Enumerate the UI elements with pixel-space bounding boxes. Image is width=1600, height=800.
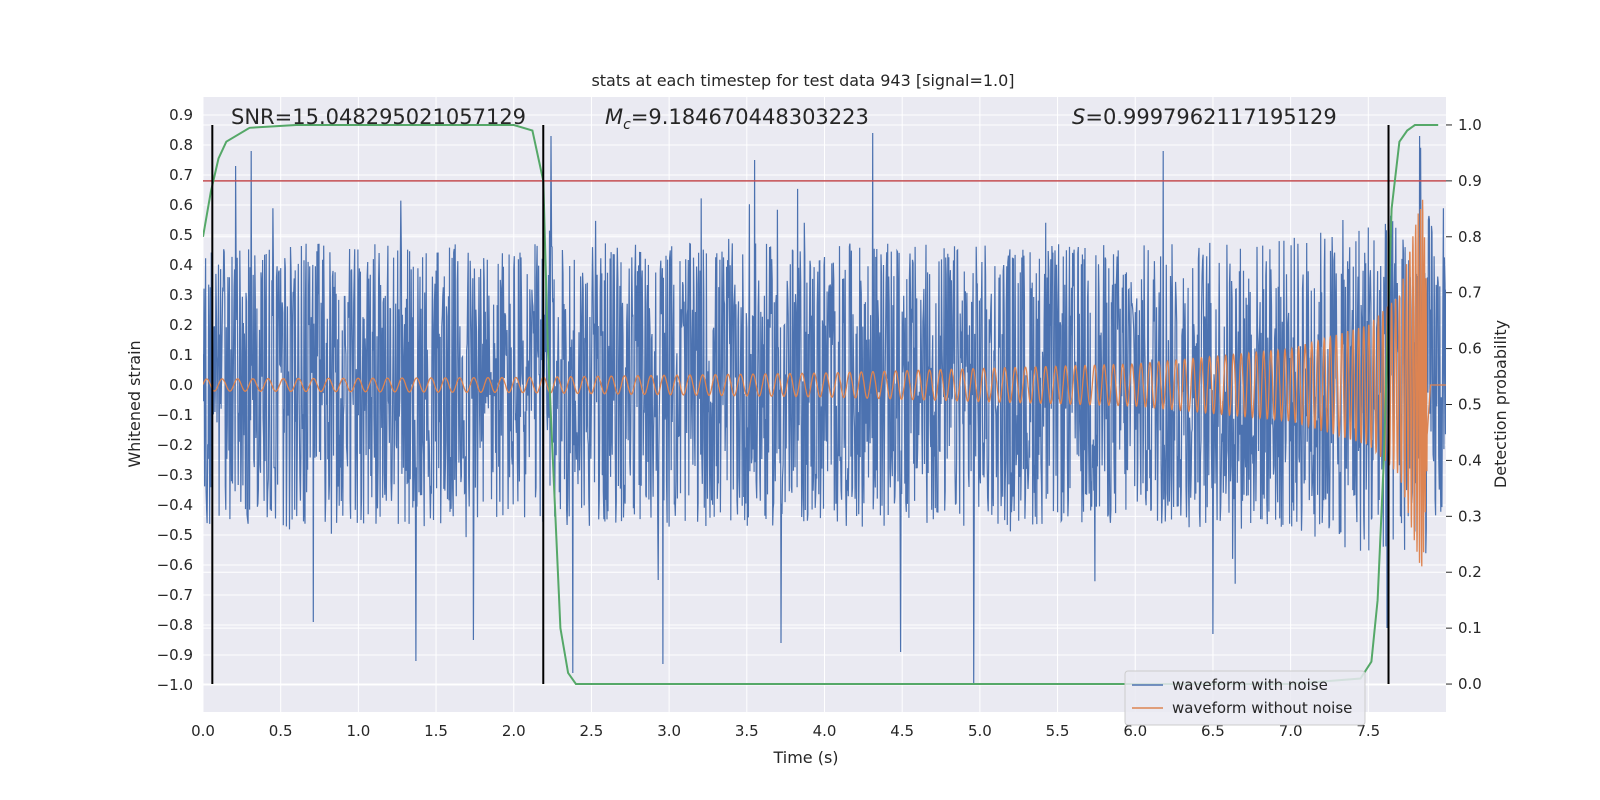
y-tick-label: −0.4 xyxy=(157,496,193,514)
y-tick-label: −0.7 xyxy=(157,586,193,604)
y-right-tick-label: 0.4 xyxy=(1458,451,1482,469)
y-tick-label: −0.3 xyxy=(157,466,193,484)
chirp-mass-value: =9.184670448303223 xyxy=(631,105,869,129)
series-line-waveform-with-noise xyxy=(203,132,1446,686)
y-tick-label: 0.4 xyxy=(169,256,193,274)
y-right-tick-label: 0.1 xyxy=(1458,619,1482,637)
x-tick-label: 0.5 xyxy=(269,722,293,740)
legend-box xyxy=(1124,670,1366,726)
score-annotation: S=0.9997962117195129 xyxy=(1072,105,1337,129)
y-tick-label: −0.6 xyxy=(157,556,193,574)
x-tick-label: 2.5 xyxy=(580,722,604,740)
legend-label-noise: waveform with noise xyxy=(1172,676,1328,694)
y-tick-label: −1.0 xyxy=(157,676,193,694)
legend: waveform with noise waveform without noi… xyxy=(1124,670,1366,726)
x-tick-label: 3.0 xyxy=(657,722,681,740)
chirp-mass-annotation: Mc=9.184670448303223 xyxy=(605,105,869,133)
y-right-axis-label: Detection probability xyxy=(1491,320,1510,488)
series-line-waveform-without-noise xyxy=(203,199,1446,567)
y-axis-label: Whitened strain xyxy=(125,340,144,467)
y-tick-label: 0.6 xyxy=(169,196,193,214)
y-right-tick-label: 0.9 xyxy=(1458,172,1482,190)
x-tick-label: 7.5 xyxy=(1356,722,1380,740)
x-tick-label: 1.5 xyxy=(424,722,448,740)
y-tick-label: −0.9 xyxy=(157,646,193,664)
y-tick-label: 0.2 xyxy=(169,316,193,334)
x-axis-label: Time (s) xyxy=(772,748,838,767)
x-tick-label: 1.0 xyxy=(346,722,370,740)
x-tick-label: 4.0 xyxy=(813,722,837,740)
y-tick-label: 0.7 xyxy=(169,166,193,184)
x-tick-label: 6.0 xyxy=(1123,722,1147,740)
x-tick-label: 3.5 xyxy=(735,722,759,740)
y-right-tick-label: 1.0 xyxy=(1458,116,1482,134)
x-tick-label: 2.0 xyxy=(502,722,526,740)
y-tick-label: −0.8 xyxy=(157,616,193,634)
y-right-tick-label: 0.3 xyxy=(1458,507,1482,525)
y-tick-label: 0.1 xyxy=(169,346,193,364)
y-right-tick-label: 0.6 xyxy=(1458,340,1482,358)
chart-title: stats at each timestep for test data 943… xyxy=(591,71,1014,90)
legend-label-clean: waveform without noise xyxy=(1172,699,1352,717)
y-right-tick-label: 0.5 xyxy=(1458,396,1482,414)
score-symbol: S xyxy=(1072,105,1085,129)
series-layer xyxy=(203,124,1446,686)
y-tick-label: −0.2 xyxy=(157,436,193,454)
y-axis-ticks: 0.9 0.8 0.7 0.6 0.5 0.4 0.3 0.2 0.1 0.0 −0.1 −0.2 −0… xyxy=(157,106,193,694)
x-tick-label: 5.0 xyxy=(968,722,992,740)
y-tick-label: −0.1 xyxy=(157,406,193,424)
y-tick-label: 0.9 xyxy=(169,106,193,124)
chirp-mass-subscript: c xyxy=(623,117,631,133)
x-tick-label: 0.0 xyxy=(191,722,215,740)
y-right-tick-label: 0.2 xyxy=(1458,563,1482,581)
x-axis-ticks: 0.0 0.5 1.0 1.5 2.0 2.5 3.0 3.5 4.0 4.5 5.0 5.5 6.0 6… xyxy=(191,722,1380,740)
score-value: =0.9997962117195129 xyxy=(1085,105,1336,129)
snr-annotation: SNR=15.048295021057129 xyxy=(231,105,526,129)
y-tick-label: 0.3 xyxy=(169,286,193,304)
y-tick-label: 0.0 xyxy=(169,376,193,394)
x-tick-label: 5.5 xyxy=(1046,722,1070,740)
chirp-mass-symbol: M xyxy=(605,105,623,129)
y-right-tick-label: 0.8 xyxy=(1458,228,1482,246)
y-tick-label: 0.8 xyxy=(169,136,193,154)
x-tick-label: 4.5 xyxy=(890,722,914,740)
y-right-axis-ticks: 1.0 0.9 0.8 0.7 0.6 0.5 0.4 0.3 0.2 0.1 0.0 xyxy=(1446,116,1482,693)
y-tick-label: 0.5 xyxy=(169,226,193,244)
y-tick-label: −0.5 xyxy=(157,526,193,544)
x-tick-label: 7.0 xyxy=(1279,722,1303,740)
y-right-tick-label: 0.7 xyxy=(1458,284,1482,302)
x-tick-label: 6.5 xyxy=(1201,722,1225,740)
y-right-tick-label: 0.0 xyxy=(1458,675,1482,693)
series-line-detection-probability xyxy=(203,124,1439,685)
